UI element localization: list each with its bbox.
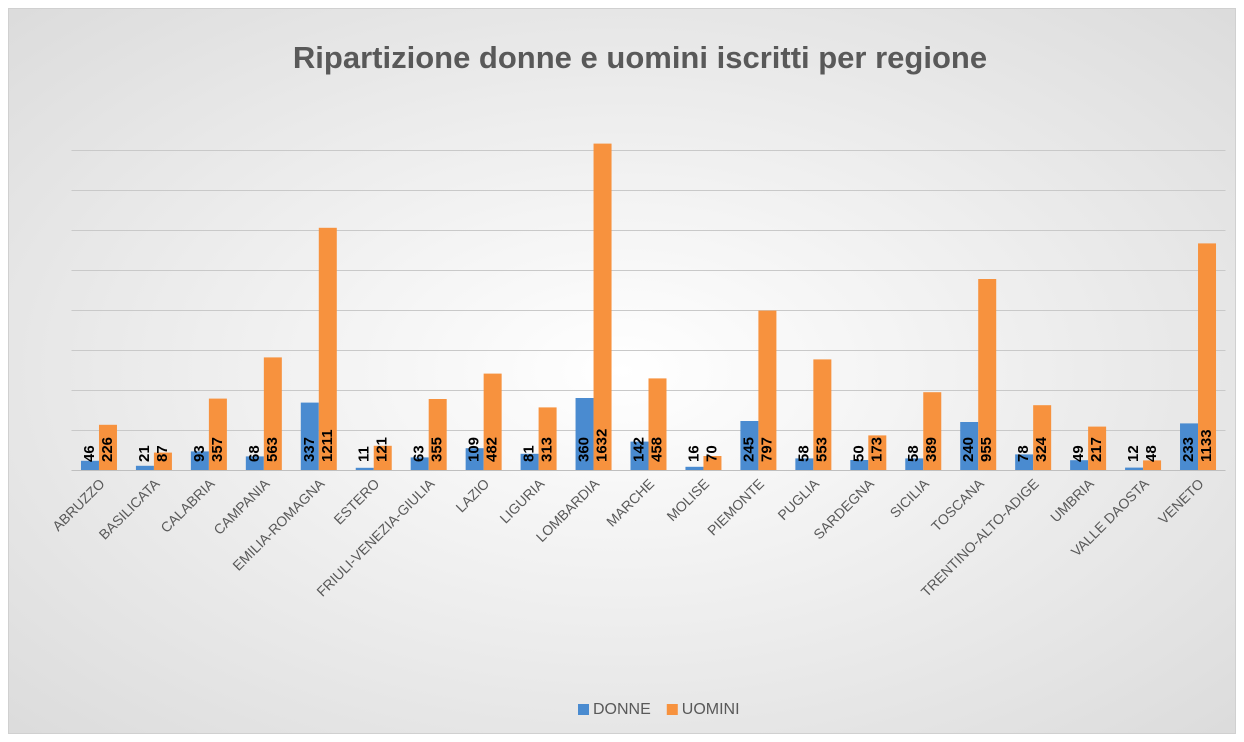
data-label: 48	[1143, 445, 1160, 462]
bar	[1143, 460, 1162, 470]
bar	[813, 359, 832, 470]
bar	[648, 378, 667, 470]
bar	[428, 399, 447, 470]
data-label: 70	[703, 445, 720, 462]
data-label: 240	[960, 437, 977, 462]
bar	[208, 398, 227, 470]
data-label: 955	[978, 437, 995, 462]
data-label: 324	[1033, 436, 1050, 462]
bar	[978, 279, 997, 470]
data-label: 46	[81, 445, 98, 462]
data-label: 58	[905, 445, 922, 462]
bar	[1015, 454, 1034, 470]
bar	[630, 441, 649, 470]
bar	[355, 467, 374, 470]
bar	[190, 451, 209, 470]
bar	[868, 435, 887, 470]
data-label: 142	[630, 437, 647, 462]
data-label: 313	[539, 437, 556, 462]
data-label: 553	[813, 437, 830, 462]
bar	[905, 458, 924, 470]
data-label: 482	[484, 437, 501, 462]
bar	[923, 392, 942, 470]
data-label: 389	[923, 437, 940, 462]
bar	[318, 227, 337, 470]
data-label: 58	[795, 445, 812, 462]
data-label: 797	[758, 437, 775, 462]
legend-label: UOMINI	[682, 701, 740, 718]
data-label: 1211	[319, 429, 336, 462]
legend-swatch	[666, 704, 678, 715]
bar	[758, 310, 777, 470]
bar	[483, 373, 502, 470]
data-label: 245	[740, 437, 757, 462]
data-label: 12	[1125, 445, 1142, 462]
bar	[98, 424, 117, 470]
bar	[373, 445, 392, 470]
data-label: 458	[648, 437, 665, 462]
bar	[80, 460, 99, 470]
data-label: 217	[1088, 437, 1105, 462]
bar	[245, 456, 264, 470]
bar	[1070, 460, 1089, 470]
legend-swatch	[578, 704, 589, 715]
bar	[1125, 467, 1144, 470]
bar	[575, 398, 594, 470]
bar	[153, 452, 172, 470]
data-label: 49	[1070, 445, 1087, 462]
data-label: 1133	[1198, 429, 1215, 462]
data-label: 87	[154, 445, 171, 462]
data-label: 21	[136, 445, 153, 462]
bar	[685, 466, 704, 470]
bar	[465, 448, 484, 470]
data-label: 121	[374, 437, 391, 462]
bar	[1180, 423, 1199, 470]
data-label: 173	[868, 437, 885, 462]
data-label: 226	[99, 437, 116, 462]
chart-background	[8, 8, 1236, 734]
data-label: 93	[191, 445, 208, 462]
bar	[538, 407, 557, 470]
data-label: 11	[356, 446, 373, 462]
bar	[410, 457, 429, 470]
legend-label: DONNE	[593, 701, 651, 718]
bar	[520, 453, 539, 470]
data-label: 337	[301, 437, 318, 462]
data-label: 81	[521, 445, 538, 462]
bar	[593, 143, 612, 470]
bar	[135, 465, 154, 470]
data-label: 233	[1180, 437, 1197, 462]
data-label: 360	[576, 437, 593, 462]
data-label: 109	[466, 437, 483, 462]
bar	[1198, 243, 1217, 470]
bar	[850, 460, 869, 470]
data-label: 63	[411, 445, 428, 462]
bar	[1088, 426, 1107, 470]
bar	[960, 422, 979, 470]
bar	[1033, 405, 1052, 470]
bar	[740, 421, 759, 470]
data-label: 78	[1015, 445, 1032, 462]
data-label: 355	[429, 437, 446, 462]
data-label: 1632	[594, 429, 611, 462]
data-label: 16	[685, 445, 702, 462]
data-label: 357	[209, 437, 226, 462]
chart-title: Ripartizione donne e uomini iscritti per…	[293, 40, 987, 75]
bar	[263, 357, 282, 470]
data-label: 68	[246, 445, 263, 462]
data-label: 563	[264, 437, 281, 462]
bar	[795, 458, 814, 470]
bar	[300, 402, 319, 470]
data-label: 50	[850, 445, 867, 462]
bar	[703, 456, 722, 470]
